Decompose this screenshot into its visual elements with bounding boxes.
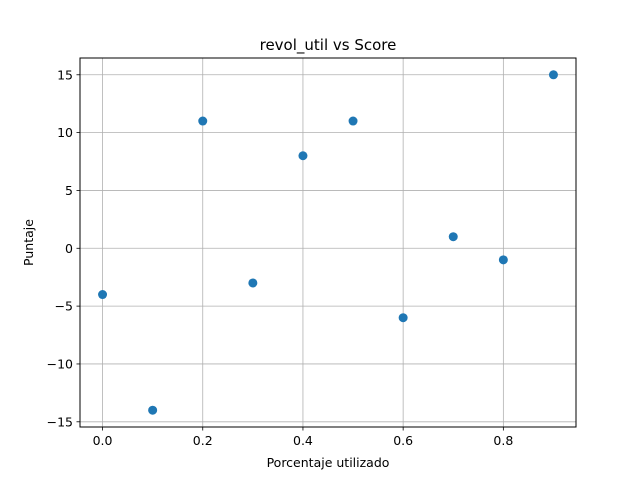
x-tick-label: 0.8 [493,433,513,448]
y-axis-label: Puntaje [21,219,36,266]
y-tick-label: 15 [57,67,73,82]
data-points [98,70,558,415]
x-tick-label: 0.6 [393,433,413,448]
data-point [198,116,208,126]
y-axis-ticks: −15 −10 −5 0 5 10 15 [47,67,80,429]
y-tick-label: 5 [65,183,73,198]
data-point [548,70,558,80]
x-tick-label: 0.4 [293,433,313,448]
x-tick-label: 0.0 [93,433,113,448]
y-tick-label: −10 [47,356,73,371]
x-axis-label: Porcentaje utilizado [267,455,390,470]
data-point [148,405,158,415]
data-point [248,278,258,288]
y-tick-label: 10 [57,125,73,140]
plot-frame [79,57,577,428]
data-point [498,255,508,265]
grid-lines [80,58,576,427]
data-point [448,232,458,242]
y-tick-label: 0 [65,241,73,256]
data-point [298,151,308,161]
x-axis-ticks: 0.0 0.2 0.4 0.6 0.8 [93,427,513,448]
x-tick-label: 0.2 [193,433,213,448]
data-point [98,290,108,300]
y-tick-label: −5 [55,299,73,314]
data-point [348,116,358,126]
y-tick-label: −15 [47,414,73,429]
chart-title: revol_util vs Score [260,36,397,55]
data-point [398,313,408,323]
